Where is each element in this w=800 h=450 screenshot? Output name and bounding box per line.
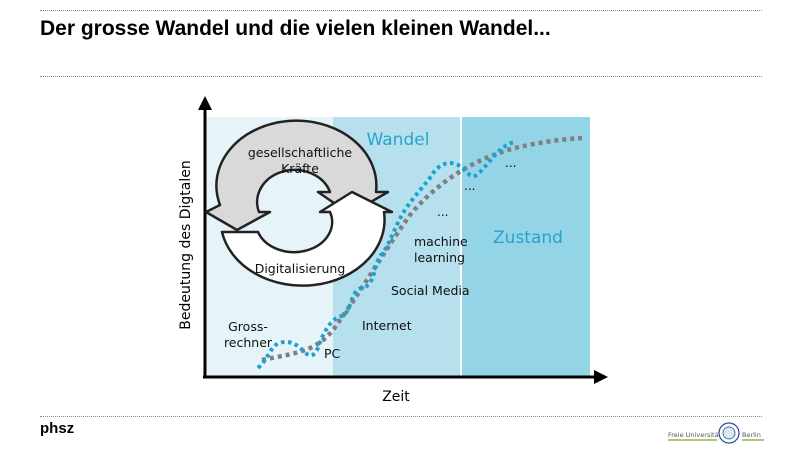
cycle-top-label-line2: Kräfte xyxy=(281,161,319,176)
y-axis-arrow-icon xyxy=(198,96,212,110)
milestone-ml-line2: learning xyxy=(414,250,465,265)
milestone-internet: Internet xyxy=(362,318,412,333)
zone-label-wandel: Wandel xyxy=(367,130,430,150)
milestone-social-media: Social Media xyxy=(391,283,470,298)
slide-title: Der grosse Wandel und die vielen kleinen… xyxy=(40,17,551,40)
cycle-bottom-arrow xyxy=(220,190,394,287)
logo-text-left: Freie Universität xyxy=(668,431,722,439)
x-axis-label: Zeit xyxy=(382,389,410,405)
zone-label-zustand: Zustand xyxy=(493,228,563,248)
footer-divider xyxy=(40,416,762,417)
top-divider xyxy=(40,10,762,11)
cycle-bottom-label: Digitalisierung xyxy=(255,261,346,276)
university-logo: Freie Universität Berlin xyxy=(668,422,764,444)
y-axis-label: Bedeutung des Digtalen xyxy=(178,160,194,329)
milestone-pc: PC xyxy=(324,346,341,361)
milestone-ml-line1: machine xyxy=(414,234,468,249)
title-divider xyxy=(40,76,762,77)
zone-zustand xyxy=(461,117,590,376)
milestone-ellipsis-2: ... xyxy=(464,179,475,193)
logo-text-right: Berlin xyxy=(742,431,761,439)
milestone-grossrechner-line1: Gross- xyxy=(228,319,268,334)
footer-label: phsz xyxy=(40,420,75,437)
milestone-ellipsis-3: ... xyxy=(505,156,516,170)
milestone-ellipsis-1: ... xyxy=(437,205,448,219)
trend-line xyxy=(261,135,583,363)
cycle-top-label-line1: gesellschaftliche xyxy=(248,145,353,160)
milestone-grossrechner-line2: rechner xyxy=(224,335,273,350)
x-axis-arrow-icon xyxy=(594,370,608,384)
detail-line xyxy=(256,140,516,370)
